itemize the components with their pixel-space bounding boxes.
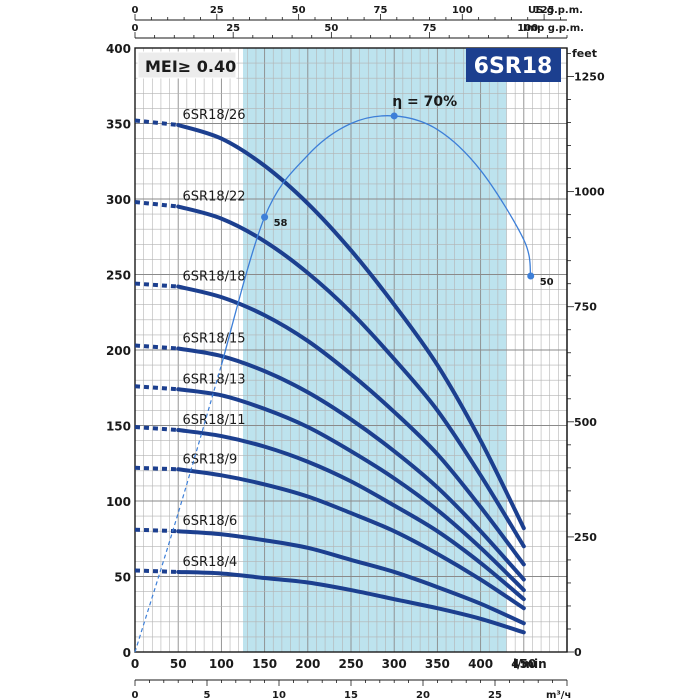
series-line xyxy=(176,569,526,635)
imp-tick-label: 25 xyxy=(226,23,240,34)
series-line xyxy=(176,204,526,549)
y-tick-label: 250 xyxy=(106,269,131,283)
model-badge-box xyxy=(466,48,561,82)
right-tick-label: 1000 xyxy=(574,186,605,199)
series-line xyxy=(176,123,526,531)
series-dashed-start xyxy=(134,281,179,289)
us-tick-label: 75 xyxy=(373,5,387,16)
series-dashed-start xyxy=(134,118,179,127)
series-dashed-start xyxy=(134,465,179,472)
y-tick-label: 0 xyxy=(123,646,131,660)
efficiency-marker xyxy=(527,272,535,280)
m3h-tick-label: 10 xyxy=(272,690,286,700)
x-tick-label: 400 xyxy=(468,657,493,671)
axes xyxy=(134,14,574,686)
us-tick-label: 50 xyxy=(292,5,306,16)
series-line xyxy=(176,529,526,626)
us-tick-label: 25 xyxy=(210,5,224,16)
series-label: 6SR18/18 xyxy=(183,270,246,285)
series-label: 6SR18/13 xyxy=(183,372,246,387)
x-tick-label: 150 xyxy=(252,657,277,671)
right-tick-label: 500 xyxy=(574,416,597,429)
efficiency-curve: 58 50 η = 70% xyxy=(134,94,554,653)
imp-tick-label: 50 xyxy=(324,23,338,34)
right-axis-label: feet xyxy=(572,47,597,60)
x-tick-label: 100 xyxy=(209,657,234,671)
x-tick-label: 200 xyxy=(295,657,320,671)
mei-badge: MEI≥ 0.40 xyxy=(145,57,236,76)
series-label: 6SR18/4 xyxy=(183,555,238,570)
y-tick-label: 200 xyxy=(106,344,131,358)
series-dashed-start xyxy=(134,384,179,392)
efficiency-marker xyxy=(261,213,269,221)
series-label: 6SR18/9 xyxy=(183,452,238,467)
x-tick-label: 350 xyxy=(425,657,450,671)
series-line xyxy=(176,467,526,611)
imp-tick-label: 100 xyxy=(517,23,538,34)
x-tick-label: 450 xyxy=(511,657,536,671)
badges: MEI≥ 0.40 6SR18 xyxy=(137,48,561,82)
series-label: 6SR18/11 xyxy=(183,413,246,428)
model-badge: 6SR18 xyxy=(474,54,553,79)
series-dashed-start xyxy=(134,527,179,534)
efficiency-label: η = 70% xyxy=(392,94,457,110)
series-label: 6SR18/6 xyxy=(183,514,238,529)
m3h-tick-label: 25 xyxy=(488,690,502,700)
right-tick-label: 1250 xyxy=(574,71,605,84)
efficiency-dashed xyxy=(134,364,222,653)
us-axis-label: US g.p.m. xyxy=(528,5,583,16)
efficiency-marker-label: 58 xyxy=(274,218,288,229)
series-line xyxy=(176,346,526,582)
x-tick-label: 250 xyxy=(338,657,363,671)
series-dashed-start xyxy=(134,200,179,209)
mei-badge-box xyxy=(137,51,237,79)
y-tick-label: 150 xyxy=(106,420,131,434)
efficiency-marker xyxy=(390,112,398,120)
x-tick-label: 0 xyxy=(131,657,139,671)
series-label: 6SR18/26 xyxy=(183,108,246,123)
right-tick-label: 250 xyxy=(574,531,597,544)
imp-axis-label: Imp g.p.m. xyxy=(523,23,584,34)
series-dashed-start xyxy=(134,425,179,433)
m3h-tick-label: 5 xyxy=(204,690,211,700)
y-tick-label: 350 xyxy=(106,118,131,132)
y-tick-label: 400 xyxy=(106,42,131,56)
efficiency-marker-label: 50 xyxy=(540,277,554,288)
m3h-axis-label: m³/ч xyxy=(546,690,571,700)
series-label: 6SR18/22 xyxy=(183,190,246,205)
x-tick-label: 300 xyxy=(382,657,407,671)
series-line xyxy=(176,387,526,593)
y-tick-label: 300 xyxy=(106,193,131,207)
us-tick-label: 100 xyxy=(452,5,473,16)
m3h-tick-label: 20 xyxy=(416,690,430,700)
x-axis-label: l/min xyxy=(513,657,547,671)
y-tick-label: 50 xyxy=(114,571,131,585)
series-line xyxy=(176,428,526,602)
series-dashed-start xyxy=(134,568,179,574)
m3h-tick-label: 0 xyxy=(132,690,139,700)
imp-tick-label: 75 xyxy=(423,23,437,34)
curves: 6SR18/26 6SR18/22 6SR18/18 6SR18/15 6SR18/13… xyxy=(134,108,526,635)
m3h-tick-label: 15 xyxy=(344,690,358,700)
y-tick-label: 100 xyxy=(106,495,131,509)
right-tick-label: 0 xyxy=(574,646,582,659)
us-tick-label: 125 xyxy=(534,5,555,16)
series-dashed-start xyxy=(134,343,179,351)
imp-tick-label: 0 xyxy=(132,23,139,34)
right-tick-label: 750 xyxy=(574,301,597,314)
us-tick-label: 0 xyxy=(132,5,139,16)
x-tick-label: 50 xyxy=(170,657,187,671)
series-line xyxy=(176,284,526,567)
series-label: 6SR18/15 xyxy=(183,331,246,346)
